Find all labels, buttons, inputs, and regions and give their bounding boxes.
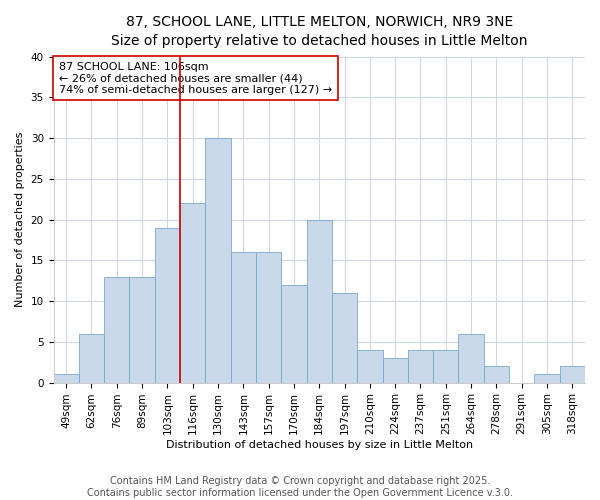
- Text: 87 SCHOOL LANE: 106sqm
← 26% of detached houses are smaller (44)
74% of semi-det: 87 SCHOOL LANE: 106sqm ← 26% of detached…: [59, 62, 332, 94]
- Bar: [383, 358, 408, 382]
- Bar: [230, 252, 256, 382]
- Bar: [79, 334, 104, 382]
- X-axis label: Distribution of detached houses by size in Little Melton: Distribution of detached houses by size …: [166, 440, 473, 450]
- Bar: [458, 334, 484, 382]
- Bar: [104, 276, 130, 382]
- Bar: [484, 366, 509, 382]
- Bar: [332, 293, 357, 382]
- Bar: [256, 252, 281, 382]
- Bar: [281, 285, 307, 382]
- Bar: [155, 228, 180, 382]
- Bar: [433, 350, 458, 382]
- Bar: [130, 276, 155, 382]
- Bar: [560, 366, 585, 382]
- Bar: [180, 204, 205, 382]
- Title: 87, SCHOOL LANE, LITTLE MELTON, NORWICH, NR9 3NE
Size of property relative to de: 87, SCHOOL LANE, LITTLE MELTON, NORWICH,…: [111, 15, 527, 48]
- Text: Contains HM Land Registry data © Crown copyright and database right 2025.
Contai: Contains HM Land Registry data © Crown c…: [87, 476, 513, 498]
- Y-axis label: Number of detached properties: Number of detached properties: [15, 132, 25, 308]
- Bar: [357, 350, 383, 382]
- Bar: [205, 138, 230, 382]
- Bar: [53, 374, 79, 382]
- Bar: [408, 350, 433, 382]
- Bar: [307, 220, 332, 382]
- Bar: [535, 374, 560, 382]
